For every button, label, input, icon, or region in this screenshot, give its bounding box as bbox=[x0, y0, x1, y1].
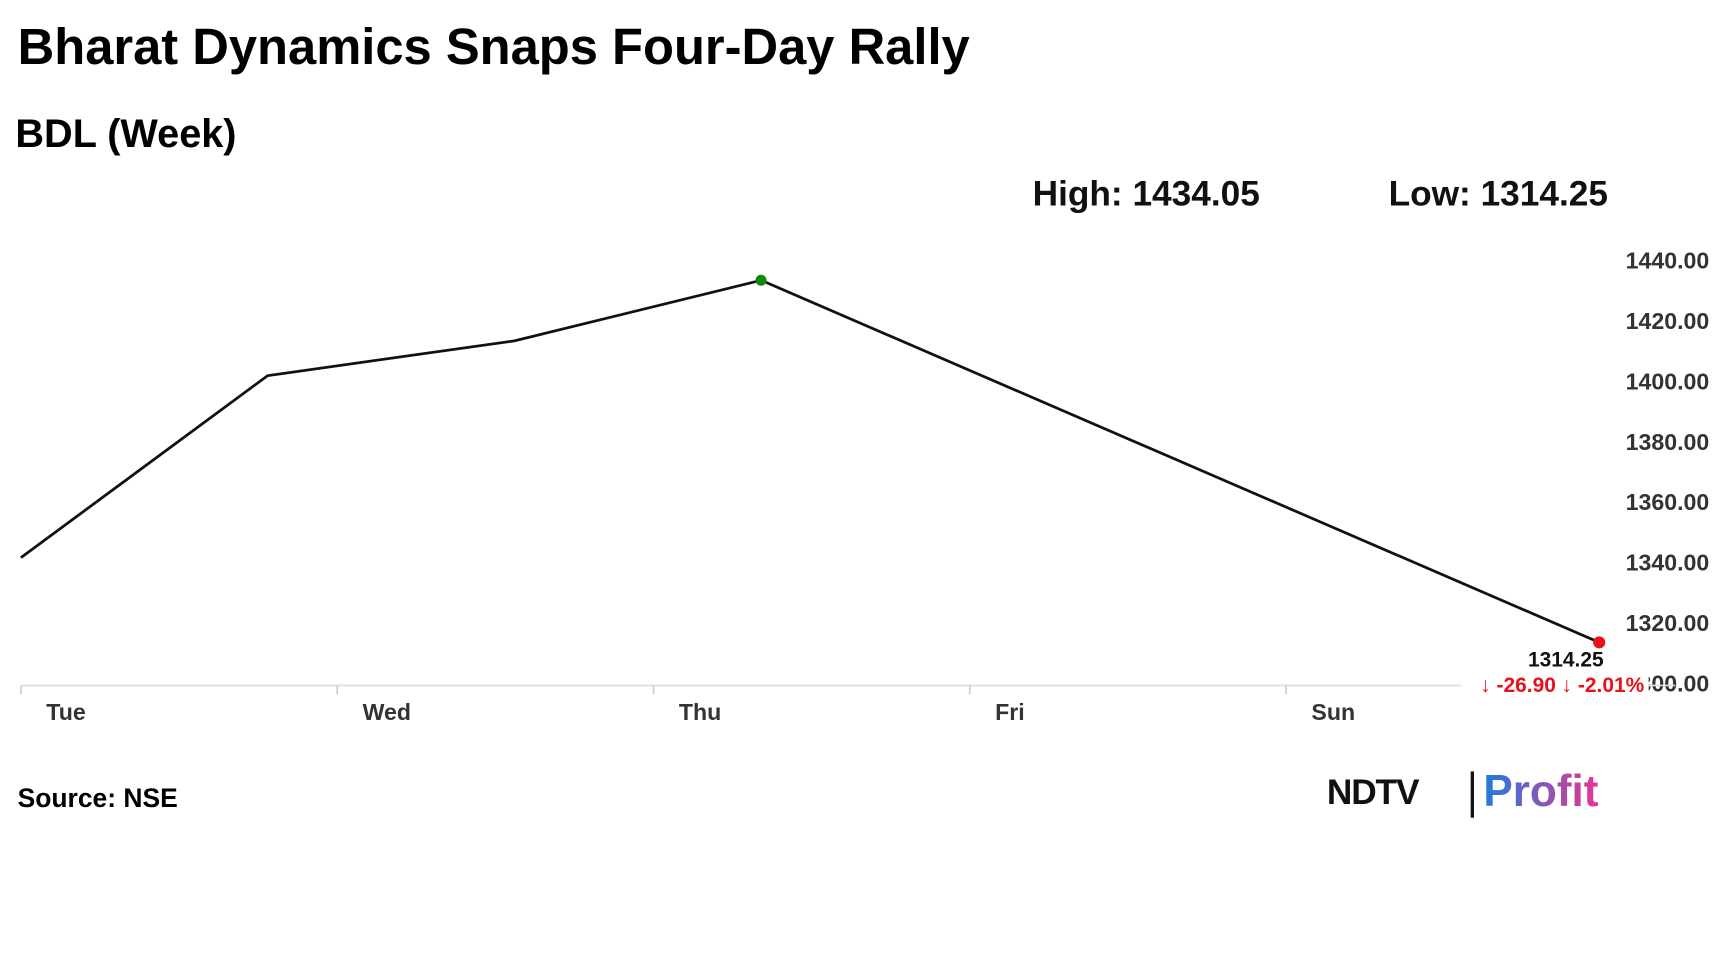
high-marker bbox=[755, 274, 767, 286]
low-label: Low: 1314.25 bbox=[1389, 174, 1608, 213]
source: Source: NSE bbox=[18, 783, 178, 813]
price-line bbox=[20, 278, 1600, 644]
plot-area: 1300.001320.001340.001360.001380.001400.… bbox=[20, 247, 1710, 725]
y-tick-label: 1340.00 bbox=[1626, 550, 1710, 576]
y-tick-label: 1320.00 bbox=[1626, 610, 1710, 636]
x-tick-label: Thu bbox=[679, 699, 721, 725]
y-tick-label: 1400.00 bbox=[1626, 368, 1710, 394]
y-tick-label: 1360.00 bbox=[1626, 489, 1710, 515]
x-tick-label: Tue bbox=[46, 699, 86, 725]
high-label: High: 1434.05 bbox=[1033, 174, 1260, 213]
low-marker bbox=[1593, 636, 1606, 649]
change-bg bbox=[1461, 673, 1649, 698]
chart-title: Bharat Dynamics Snaps Four-Day Rally bbox=[18, 18, 970, 75]
x-tick-label: Wed bbox=[363, 699, 411, 725]
x-tick-label: Fri bbox=[995, 699, 1025, 725]
y-tick-label: 1420.00 bbox=[1626, 308, 1710, 334]
logo-ndtv: NDTV bbox=[1327, 773, 1420, 812]
x-tick-label: Sun bbox=[1311, 699, 1355, 725]
last-value-label: 1314.25 bbox=[1528, 649, 1604, 672]
logo-profit: Profit bbox=[1483, 767, 1598, 816]
change-label: ↓ -26.90 ↓ -2.01% bbox=[1480, 674, 1644, 697]
chart-subtitle: BDL (Week) bbox=[15, 112, 236, 156]
y-tick-label: 1380.00 bbox=[1626, 429, 1710, 455]
y-tick-label: 1440.00 bbox=[1626, 247, 1710, 273]
